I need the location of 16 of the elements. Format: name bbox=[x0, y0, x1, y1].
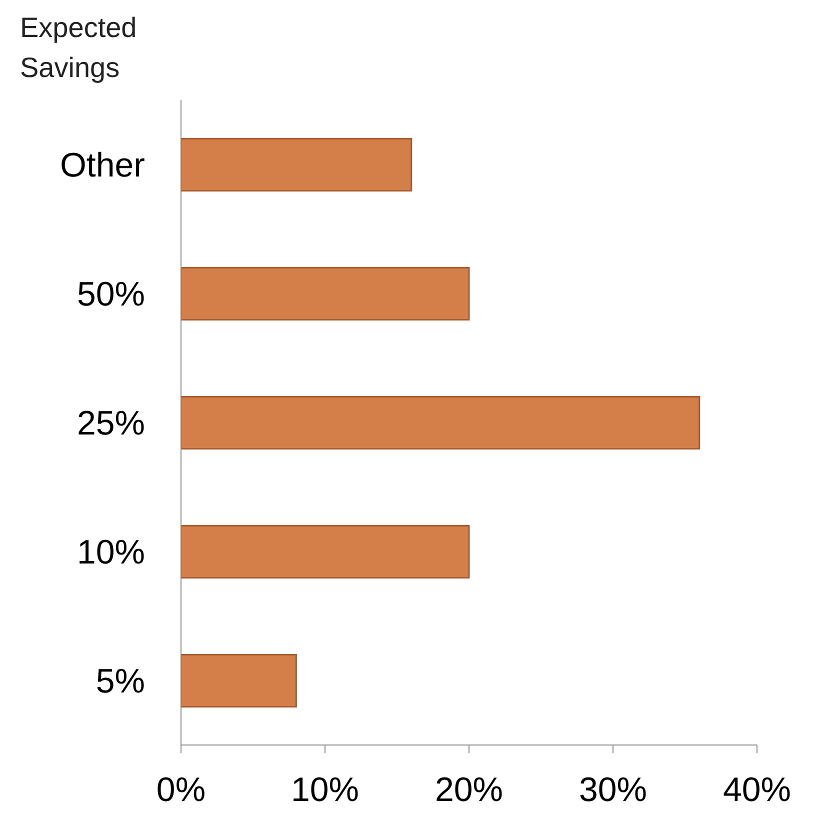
y-axis-title: Expected Savings bbox=[20, 11, 138, 85]
x-tick-label: 20% bbox=[434, 771, 504, 810]
bar bbox=[181, 654, 297, 708]
y-tick-label: 25% bbox=[76, 404, 145, 443]
x-tick-label: 30% bbox=[578, 771, 648, 810]
y-tick-label: 50% bbox=[76, 276, 145, 314]
bar bbox=[181, 396, 700, 450]
x-tick-label: 40% bbox=[722, 771, 792, 810]
x-tick-label: 10% bbox=[290, 771, 360, 810]
x-tick-label: 0% bbox=[156, 771, 206, 810]
y-tick-label: 5% bbox=[96, 662, 145, 701]
y-tick-label: 10% bbox=[76, 534, 145, 572]
bar bbox=[181, 266, 470, 320]
bar bbox=[181, 138, 412, 192]
y-tick-label: Other bbox=[60, 146, 145, 185]
bar bbox=[181, 524, 470, 578]
